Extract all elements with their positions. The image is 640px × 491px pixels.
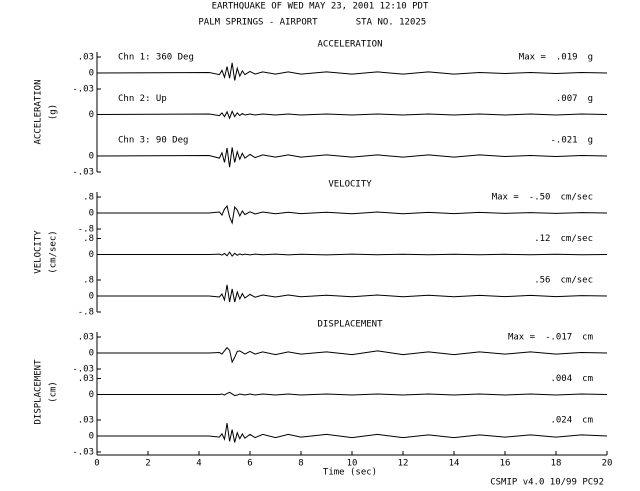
station-number: STA NO. 12025 xyxy=(356,18,426,28)
y-axis-label: ACCELERATION xyxy=(34,79,44,144)
max-unit: g xyxy=(588,94,593,104)
y-tick-label: .03 xyxy=(78,333,94,343)
x-tick-label: 20 xyxy=(602,459,613,469)
max-unit: cm/sec xyxy=(560,234,593,244)
y-tick-label: -.03 xyxy=(72,448,94,458)
station-name: PALM SPRINGS - AIRPORT xyxy=(198,18,318,28)
x-axis-label: Time (sec) xyxy=(323,468,377,478)
max-unit: cm xyxy=(582,374,593,384)
y-axis-unit: (g) xyxy=(49,104,59,120)
max-unit: g xyxy=(588,53,593,63)
x-tick-label: 18 xyxy=(551,459,562,469)
trace xyxy=(97,251,608,257)
y-tick-label: 0 xyxy=(89,349,94,359)
trace xyxy=(97,346,608,364)
x-tick-label: 10 xyxy=(347,459,358,469)
y-tick-label: 0 xyxy=(89,209,94,219)
y-tick-label: 0 xyxy=(89,432,94,442)
y-tick-label: 0 xyxy=(89,69,94,79)
channel-label: Chn 2: Up xyxy=(118,94,167,104)
max-value: .004 xyxy=(550,374,572,384)
max-value: .024 xyxy=(550,416,572,426)
y-tick-label: 0 xyxy=(89,292,94,302)
max-value: .12 xyxy=(534,234,550,244)
x-tick-label: 2 xyxy=(145,459,150,469)
x-tick-label: 12 xyxy=(398,459,409,469)
y-tick-label: 0 xyxy=(89,152,94,162)
trace xyxy=(97,391,608,397)
max-unit: cm xyxy=(582,416,593,426)
y-tick-label: .8 xyxy=(83,276,94,286)
max-value: .019 xyxy=(556,53,578,63)
y-tick-label: .03 xyxy=(78,416,94,426)
y-tick-label: .03 xyxy=(78,374,94,384)
max-unit: cm xyxy=(582,333,593,343)
y-tick-label: 0 xyxy=(89,390,94,400)
channel-label: Chn 3: 90 Deg xyxy=(118,136,188,146)
x-tick-label: 14 xyxy=(449,459,460,469)
max-value: -.50 xyxy=(529,193,551,203)
trace xyxy=(96,110,608,120)
y-tick-label: -.8 xyxy=(78,308,94,318)
trace xyxy=(96,147,608,168)
y-axis-unit: (cm) xyxy=(49,381,59,403)
y-tick-label: -.03 xyxy=(72,365,94,375)
y-axis-unit: (cm/sec) xyxy=(49,230,59,273)
y-axis-label: VELOCITY xyxy=(34,230,44,274)
y-tick-label: -.03 xyxy=(72,85,94,95)
y-tick-label: .03 xyxy=(78,53,94,63)
x-tick-label: 8 xyxy=(298,459,303,469)
max-prefix: Max = xyxy=(492,193,520,203)
panel-title: ACCELERATION xyxy=(317,40,382,50)
x-tick-label: 4 xyxy=(196,459,201,469)
panel-title: VELOCITY xyxy=(328,180,372,190)
trace xyxy=(96,62,608,81)
y-tick-label: 0 xyxy=(89,250,94,260)
max-value: .007 xyxy=(556,94,578,104)
y-tick-label: .8 xyxy=(83,234,94,244)
trace xyxy=(97,423,608,443)
header-title: EARTHQUAKE OF WED MAY 23, 2001 12:10 PDT xyxy=(212,2,429,12)
y-tick-label: 0 xyxy=(89,110,94,120)
x-tick-label: 0 xyxy=(94,459,99,469)
max-unit: cm/sec xyxy=(560,276,593,286)
max-value: -.021 xyxy=(550,136,577,146)
trace xyxy=(97,284,608,303)
footer: CSMIP v4.0 10/99 PC92 xyxy=(490,478,604,488)
max-value: -.017 xyxy=(545,333,572,343)
x-tick-label: 6 xyxy=(247,459,252,469)
x-tick-label: 16 xyxy=(500,459,511,469)
y-tick-label: -.03 xyxy=(72,168,94,178)
max-prefix: Max = xyxy=(519,53,547,63)
max-prefix: Max = xyxy=(508,333,536,343)
panel-title: DISPLACEMENT xyxy=(317,320,383,330)
trace xyxy=(97,204,608,225)
y-axis-label: DISPLACEMENT xyxy=(34,359,44,425)
y-tick-label: .8 xyxy=(83,193,94,203)
max-value: .56 xyxy=(534,276,550,286)
y-tick-label: -.8 xyxy=(78,225,94,235)
max-unit: cm/sec xyxy=(560,193,593,203)
max-unit: g xyxy=(588,136,593,146)
channel-label: Chn 1: 360 Deg xyxy=(118,53,194,63)
